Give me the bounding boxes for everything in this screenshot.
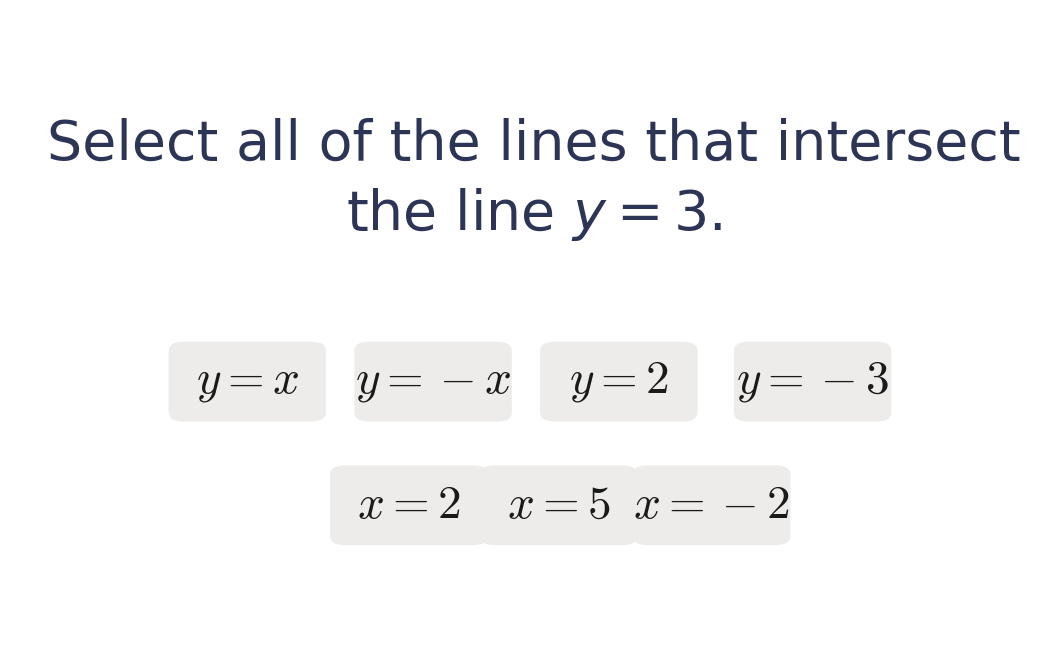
FancyBboxPatch shape <box>734 342 891 421</box>
FancyBboxPatch shape <box>169 342 326 421</box>
Text: $y=x$: $y=x$ <box>196 359 299 404</box>
FancyBboxPatch shape <box>632 466 791 545</box>
Text: $x=-2$: $x=-2$ <box>634 483 790 528</box>
Text: $y=2$: $y=2$ <box>569 359 669 404</box>
Text: $y=-x$: $y=-x$ <box>354 359 512 404</box>
Text: the line $y = 3$.: the line $y = 3$. <box>346 186 722 243</box>
Text: $y=-3$: $y=-3$ <box>736 359 889 404</box>
Text: $x=2$: $x=2$ <box>357 483 461 528</box>
Text: Select all of the lines that intersect: Select all of the lines that intersect <box>47 118 1021 172</box>
FancyBboxPatch shape <box>354 342 512 421</box>
FancyBboxPatch shape <box>479 466 637 545</box>
FancyBboxPatch shape <box>330 466 488 545</box>
FancyBboxPatch shape <box>540 342 697 421</box>
Text: $x=5$: $x=5$ <box>506 483 610 528</box>
